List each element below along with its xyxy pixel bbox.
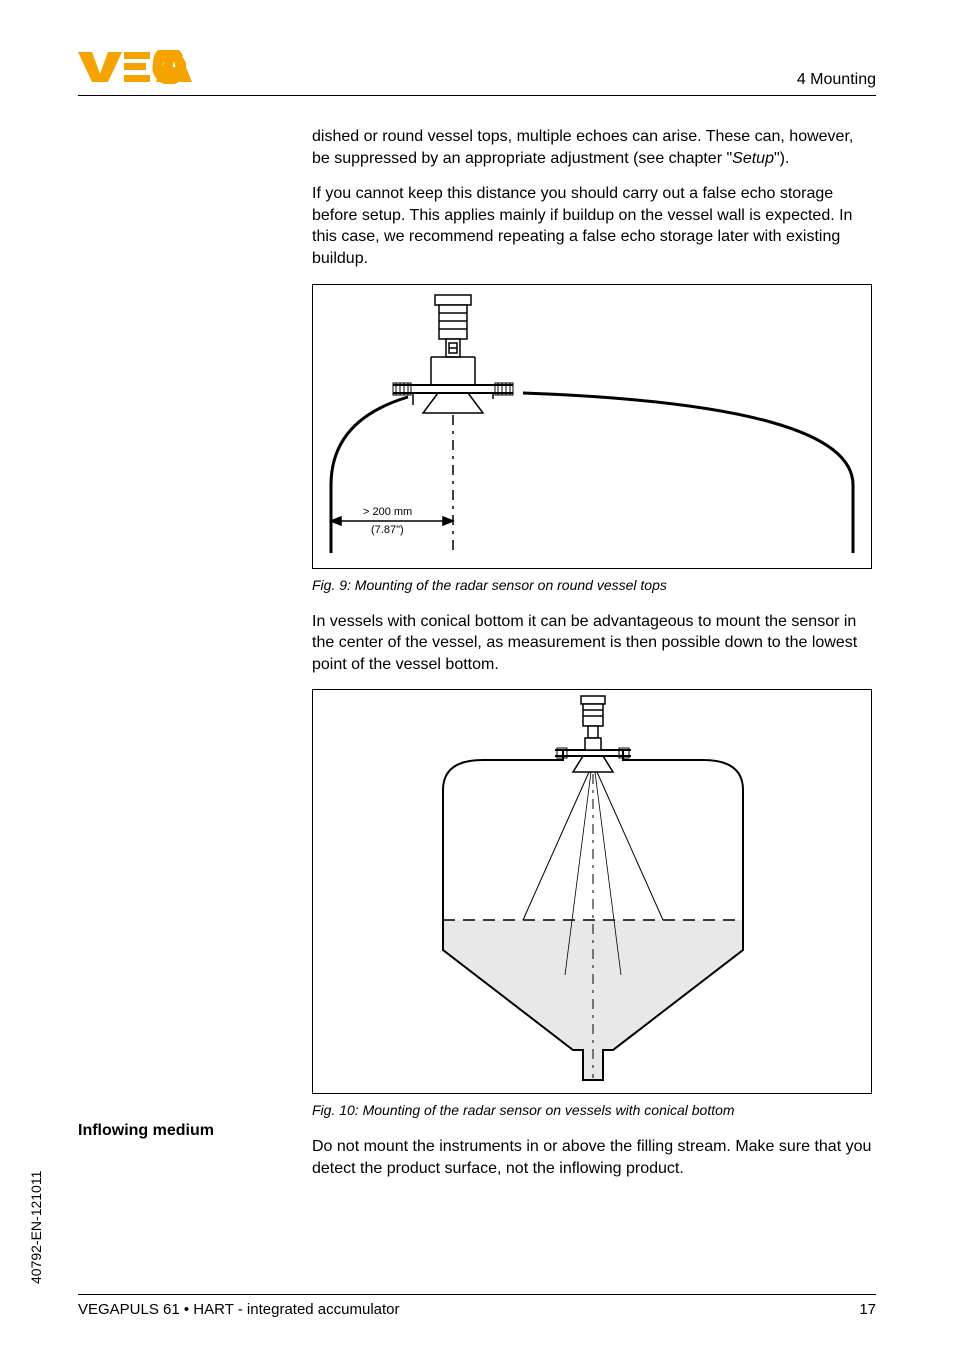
footer-page-number: 17 [859, 1301, 876, 1318]
figure-10 [312, 689, 872, 1094]
para1-italic: Setup [732, 150, 774, 167]
side-heading-inflowing: Inflowing medium [78, 1122, 214, 1140]
footer-left: VEGAPULS 61 • HART - integrated accumula… [78, 1301, 400, 1318]
page: 4 Mounting dished or round vessel tops, … [0, 0, 954, 1354]
paragraph-1: dished or round vessel tops, multiple ec… [312, 126, 872, 169]
paragraph-2: If you cannot keep this distance you sho… [312, 183, 872, 269]
page-footer: VEGAPULS 61 • HART - integrated accumula… [78, 1294, 876, 1318]
fig9-dim-in: (7.87") [371, 524, 404, 536]
vega-logo [78, 50, 198, 89]
fig9-dim-mm: > 200 mm [363, 506, 412, 518]
content-column: dished or round vessel tops, multiple ec… [312, 126, 872, 1180]
figure-9: > 200 mm (7.87") [312, 284, 872, 569]
figure-9-caption: Fig. 9: Mounting of the radar sensor on … [312, 577, 872, 593]
para1-post: "). [774, 150, 789, 167]
figure-10-caption: Fig. 10: Mounting of the radar sensor on… [312, 1102, 872, 1118]
section-title: 4 Mounting [797, 71, 876, 89]
paragraph-3: In vessels with conical bottom it can be… [312, 611, 872, 676]
page-header: 4 Mounting [78, 50, 876, 96]
doc-id-vertical: 40792-EN-121011 [28, 1171, 44, 1284]
paragraph-4: Do not mount the instruments in or above… [312, 1136, 872, 1179]
